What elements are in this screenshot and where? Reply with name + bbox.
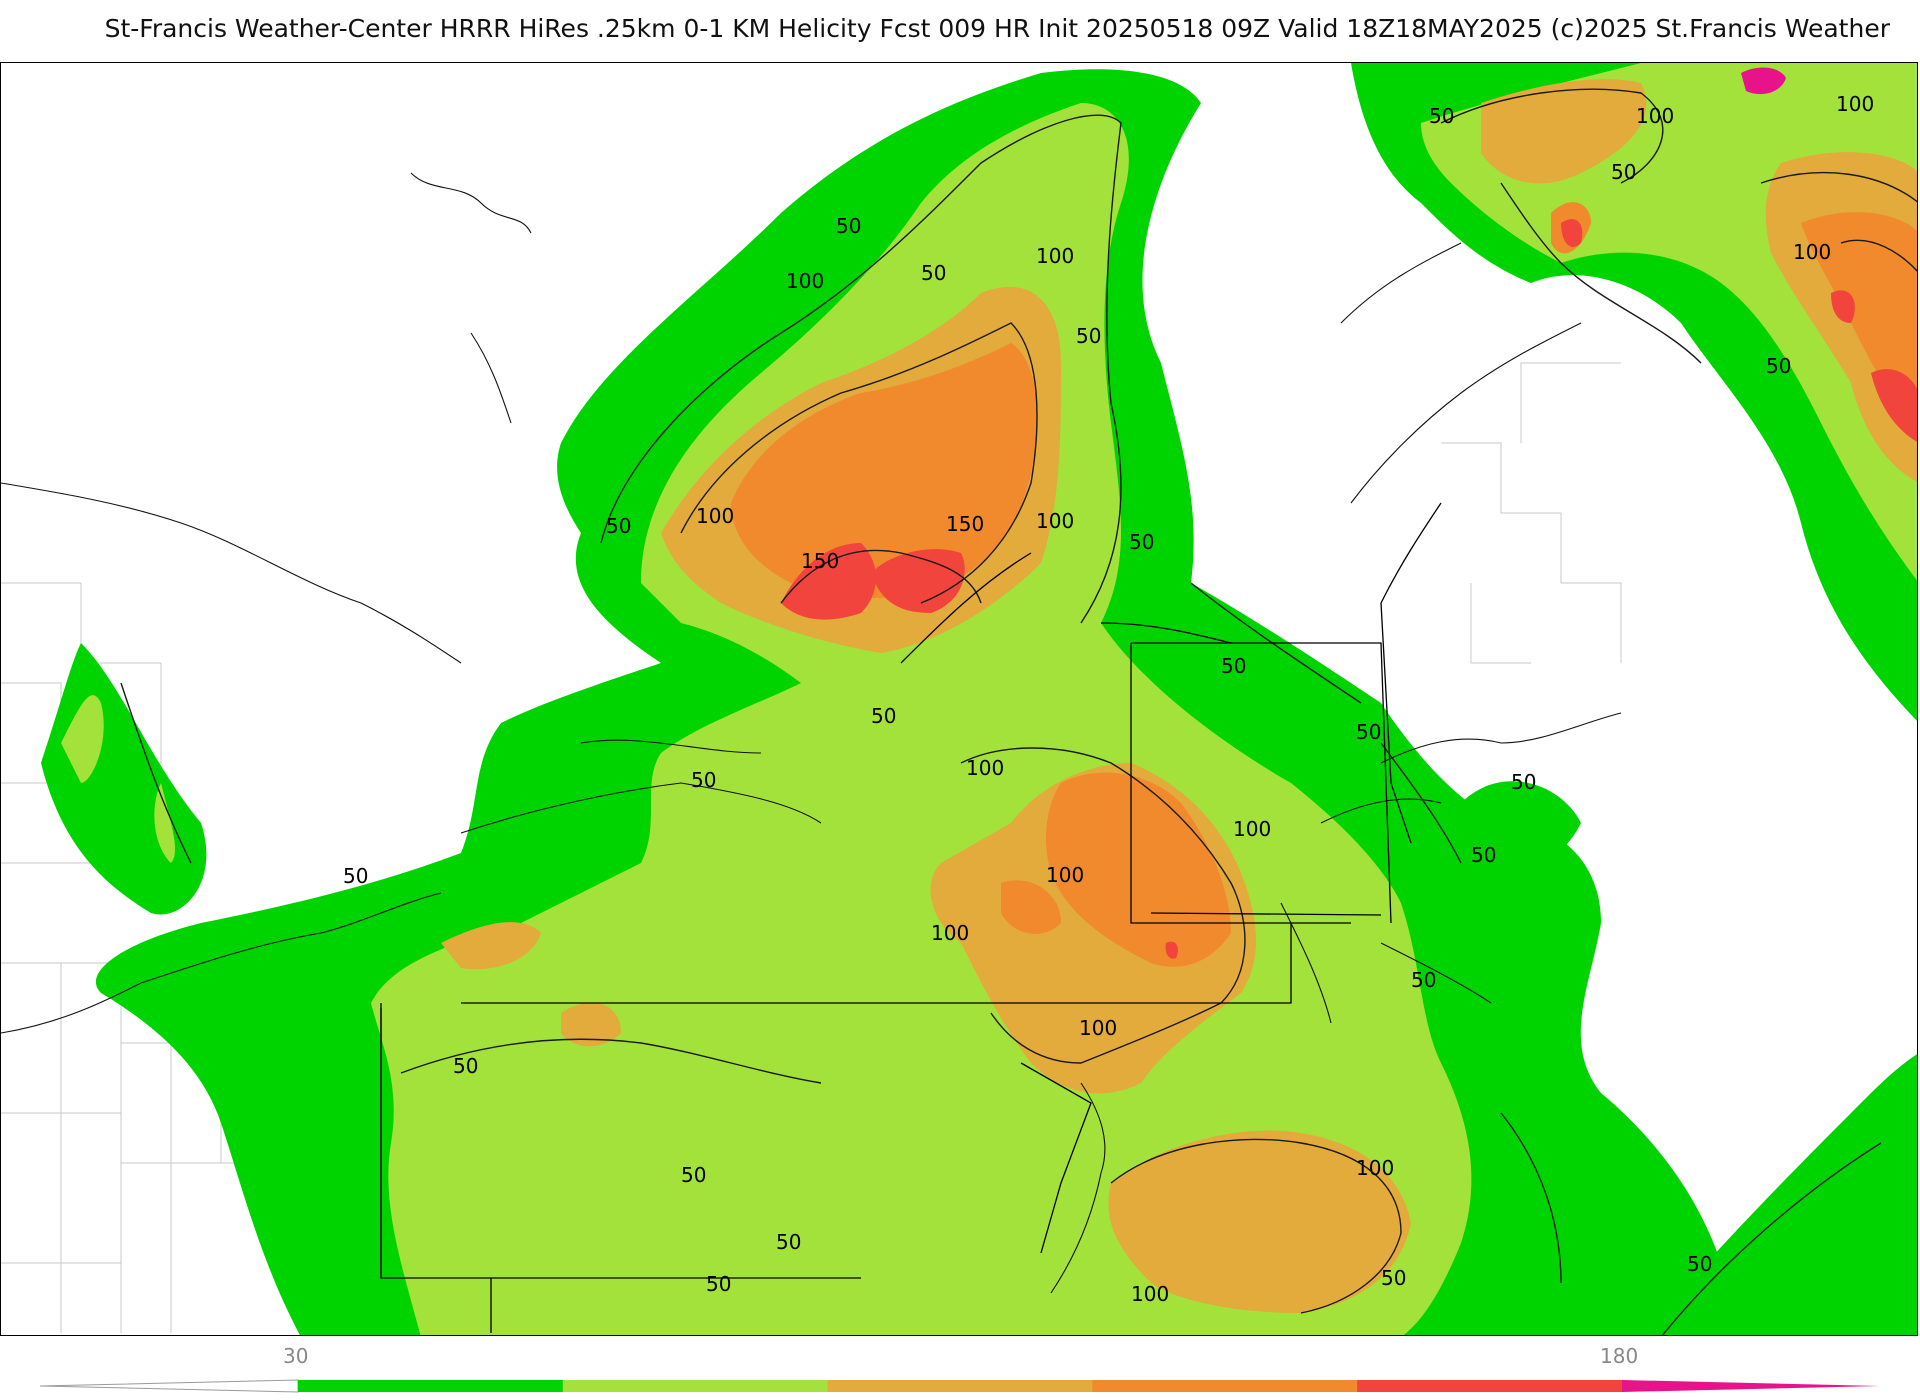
contour-label: 50 — [343, 864, 368, 888]
contour-label: 50 — [681, 1163, 706, 1187]
contour-label: 100 — [1836, 92, 1874, 116]
colorbar-segment — [827, 1380, 1093, 1392]
contour-label: 100 — [1036, 244, 1074, 268]
contour-label: 50 — [1076, 324, 1101, 348]
coastline-lakes — [1, 172, 1622, 1294]
contour-label: 50 — [1356, 720, 1381, 744]
contour-label: 100 — [1046, 863, 1084, 887]
contour-label: 100 — [1036, 509, 1074, 533]
contour-label: 50 — [1511, 770, 1536, 794]
contour-label: 100 — [1233, 817, 1271, 841]
contour-label: 50 — [453, 1054, 478, 1078]
helicity-map: 50 100 50 100 50 100 150 100 50 150 50 5… — [0, 62, 1918, 1336]
colorbar-segments — [298, 1380, 1623, 1392]
contour-labels: 50 100 50 100 50 100 150 100 50 150 50 5… — [343, 92, 1874, 1306]
contour-label: 100 — [1356, 1156, 1394, 1180]
map-canvas: 50 100 50 100 50 100 150 100 50 150 50 5… — [1, 63, 1917, 1335]
contour-label: 50 — [921, 261, 946, 285]
colorbar-segment — [562, 1380, 829, 1392]
contour-label: 100 — [1131, 1282, 1169, 1306]
helicity-contours — [120, 88, 1917, 1335]
contour-label: 50 — [1129, 530, 1154, 554]
contour-label: 50 — [1221, 654, 1246, 678]
contour-label: 100 — [931, 921, 969, 945]
contour-label: 50 — [1411, 968, 1436, 992]
contour-label: 50 — [706, 1272, 731, 1296]
contour-label: 100 — [1793, 240, 1831, 264]
colorbar-upper-triangle — [1622, 1380, 1880, 1392]
contour-label: 100 — [1079, 1016, 1117, 1040]
contour-label: 50 — [606, 514, 631, 538]
contour-label: 100 — [696, 504, 734, 528]
helicity-level-100 — [731, 202, 1917, 967]
colorbar-segment — [1357, 1380, 1623, 1392]
contour-label: 50 — [1687, 1252, 1712, 1276]
contour-label: 50 — [871, 704, 896, 728]
contour-label: 50 — [1429, 104, 1454, 128]
contour-label: 150 — [946, 512, 984, 536]
contour-label: 50 — [1381, 1266, 1406, 1290]
contour-label: 50 — [836, 214, 861, 238]
contour-label: 50 — [1766, 354, 1791, 378]
map-title: St-Francis Weather-Center HRRR HiRes .25… — [104, 14, 1890, 43]
helicity-level-180 — [1741, 67, 1786, 95]
legend-max-label: 180 — [1600, 1344, 1639, 1368]
colorbar-lower-triangle — [39, 1379, 299, 1393]
contour-label: 50 — [776, 1230, 801, 1254]
colorbar-segment — [1092, 1380, 1358, 1392]
contour-label: 50 — [691, 768, 716, 792]
color-scale-bar — [39, 1379, 1880, 1393]
contour-label: 150 — [801, 549, 839, 573]
contour-label: 50 — [1611, 160, 1636, 184]
state-borders — [380, 502, 1442, 1333]
contour-label: 100 — [786, 269, 824, 293]
contour-label: 100 — [1636, 104, 1674, 128]
colorbar-segment — [298, 1380, 564, 1392]
contour-label: 100 — [966, 756, 1004, 780]
legend-min-label: 30 — [283, 1344, 309, 1368]
contour-label: 50 — [1471, 843, 1496, 867]
